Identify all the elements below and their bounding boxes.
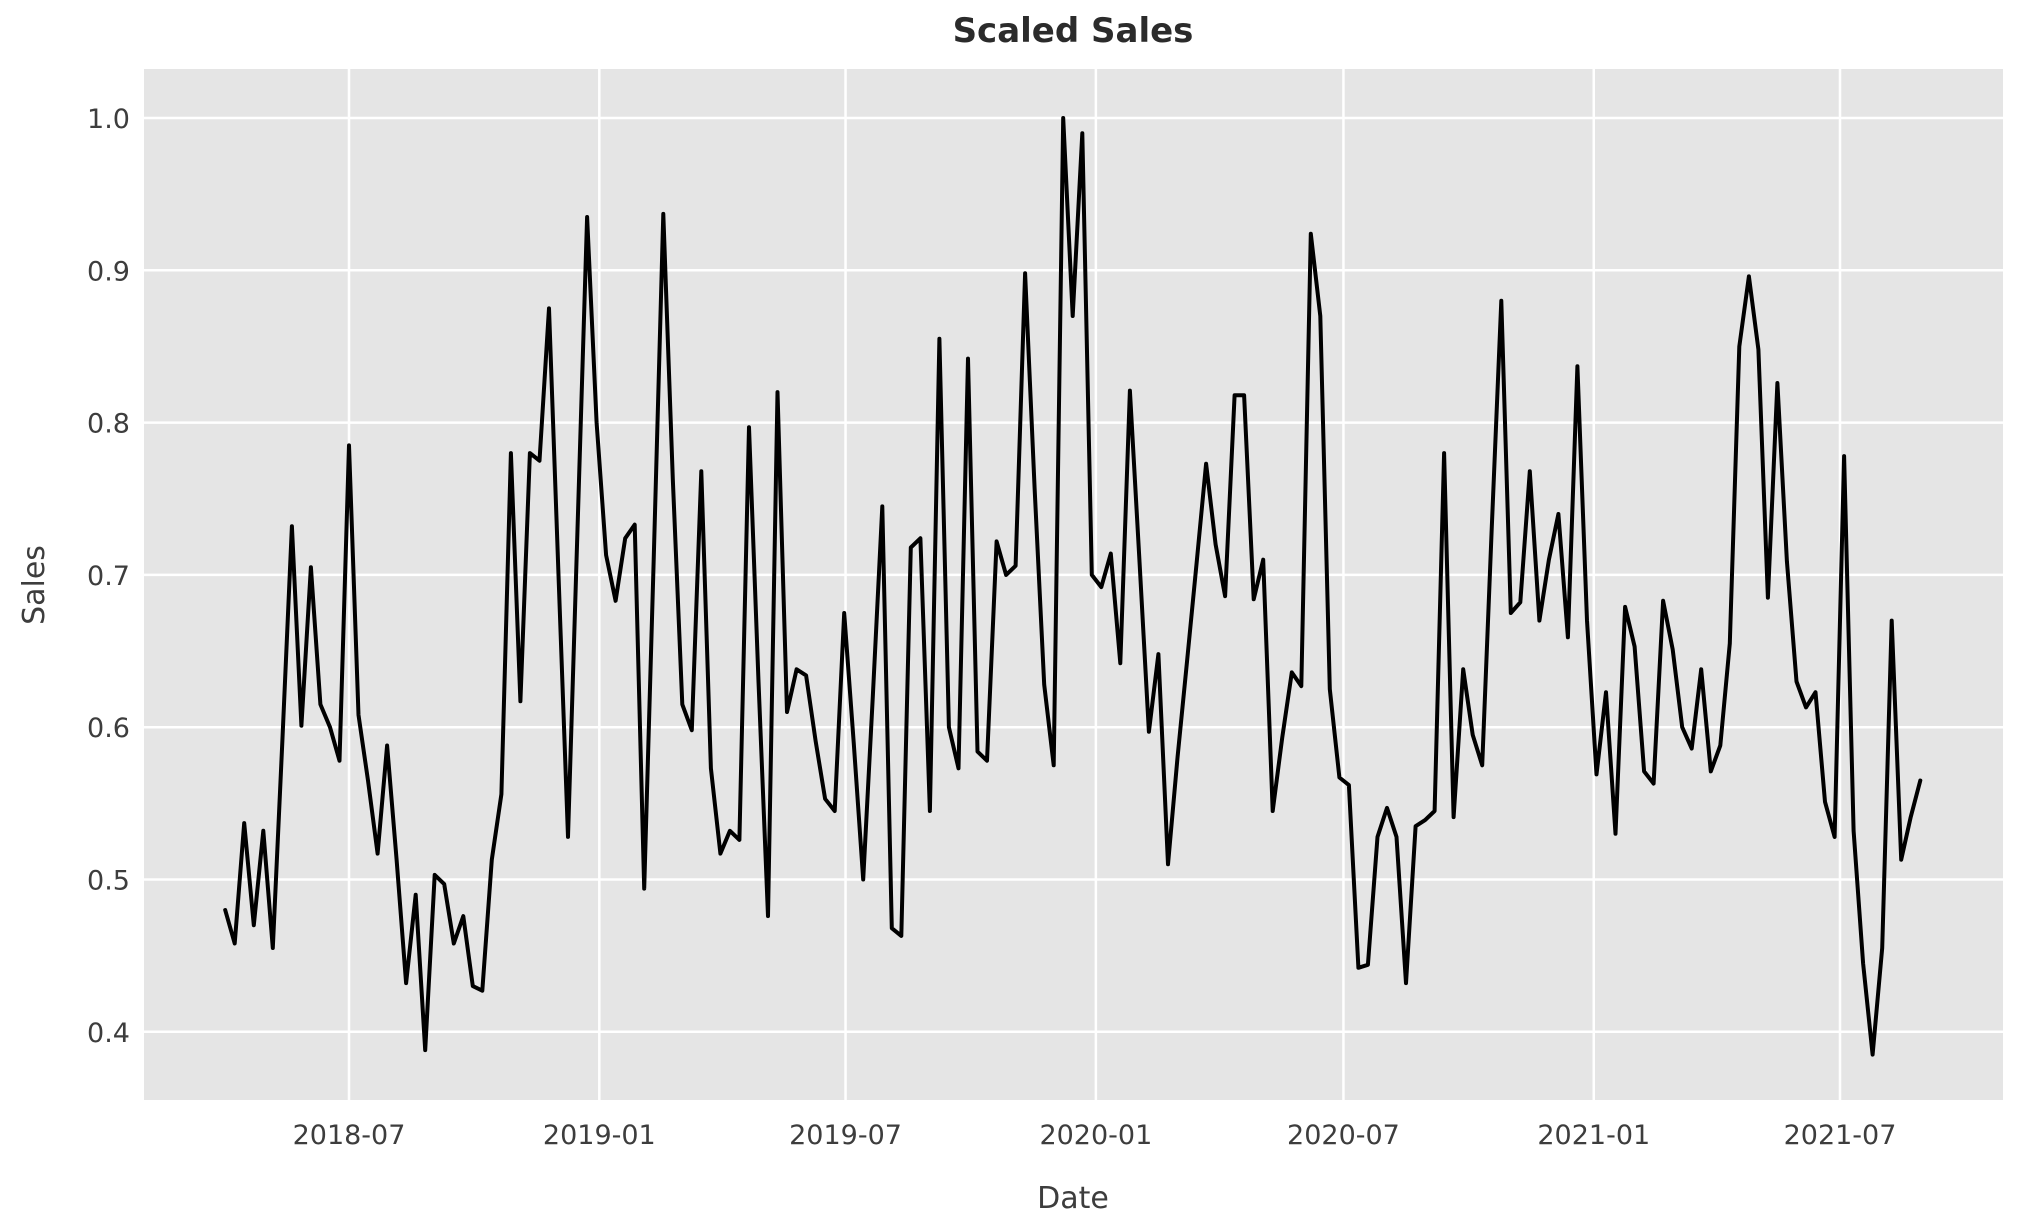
x-tick-label: 2019-01 (543, 1120, 656, 1151)
y-axis-label: Sales (17, 545, 52, 625)
x-tick-label: 2021-07 (1784, 1120, 1897, 1151)
series-group (223, 116, 1923, 1057)
x-tick-label: 2021-01 (1537, 1120, 1650, 1151)
y-tick-label: 0.4 (87, 1018, 130, 1049)
y-tick-labels: 0.4 0.5 0.6 0.7 0.8 0.9 1.0 (87, 104, 130, 1049)
y-tick-label: 0.7 (87, 561, 130, 592)
x-tick-label: 2018-07 (293, 1120, 406, 1151)
x-tick-label: 2019-07 (789, 1120, 902, 1151)
plot-area (144, 69, 2003, 1100)
x-tick-labels: 2018-07 2019-01 2019-07 2020-01 2020-07 2021-… (293, 1120, 1897, 1151)
y-tick-label: 0.8 (87, 409, 130, 440)
sales-line-series (223, 116, 1923, 1057)
x-tick-label: 2020-07 (1287, 1120, 1400, 1151)
y-tick-label: 0.6 (87, 713, 130, 744)
y-tick-label: 0.5 (87, 866, 130, 897)
y-tick-label: 1.0 (87, 104, 130, 135)
x-axis-label: Date (1037, 1181, 1109, 1216)
x-tick-label: 2020-01 (1039, 1120, 1152, 1151)
chart-title: Scaled Sales (953, 11, 1194, 51)
y-tick-label: 0.9 (87, 256, 130, 287)
